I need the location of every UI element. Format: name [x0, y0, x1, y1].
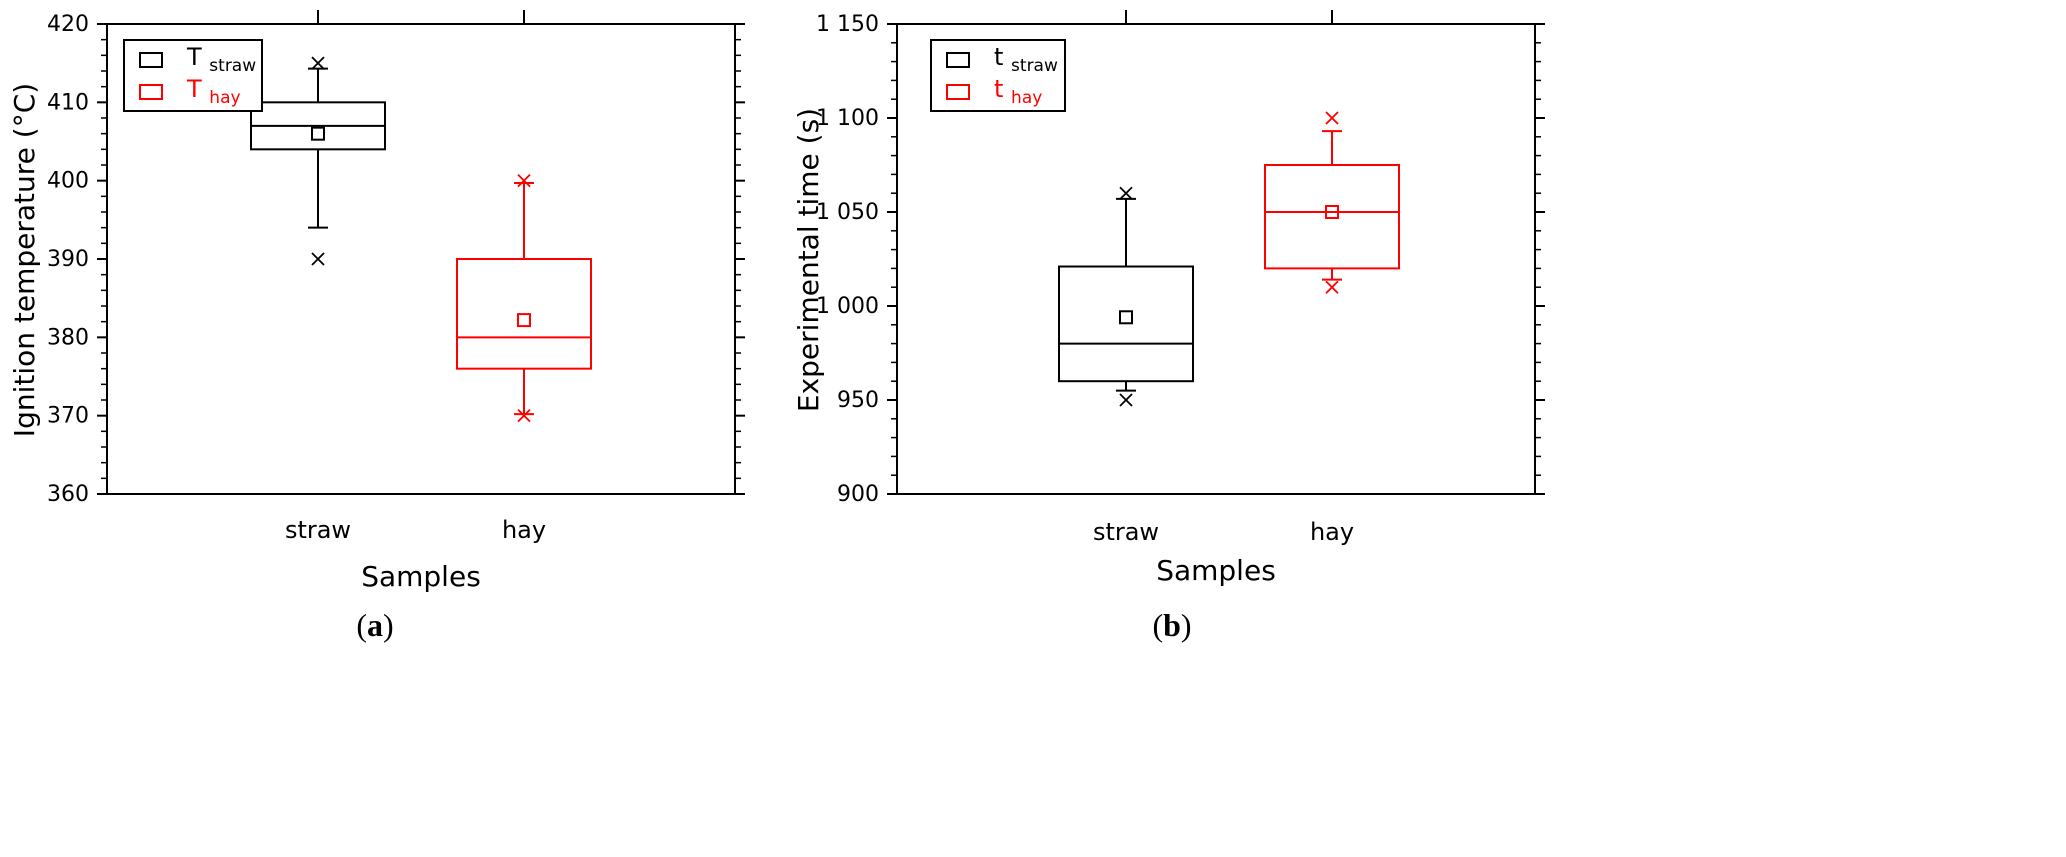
box-straw	[1058, 186, 1194, 407]
x-axis-title: Samples	[1156, 554, 1276, 587]
min-marker	[311, 252, 325, 266]
box-iqr	[1058, 265, 1194, 383]
legend-entry: T hay	[186, 75, 241, 108]
box-straw	[250, 56, 386, 266]
y-tick-label: 380	[47, 325, 89, 350]
y-tick-label: 370	[47, 404, 89, 429]
max-marker	[1325, 111, 1339, 125]
y-axis-title: Ignition temperature (°C)	[8, 83, 41, 437]
min-marker	[517, 409, 531, 423]
mean-marker	[311, 126, 325, 141]
legend-entry: T straw	[186, 43, 256, 76]
legend-entry: t straw	[994, 43, 1058, 76]
box-iqr	[1264, 164, 1400, 270]
panel-label: (a)	[356, 607, 393, 643]
legend-swatch	[139, 52, 163, 68]
box-hay	[456, 174, 592, 423]
max-marker	[517, 174, 531, 188]
x-category-label: hay	[502, 516, 546, 544]
plot-frame	[896, 23, 1536, 495]
y-tick-label: 1 000	[816, 294, 879, 319]
y-tick-label: 1 150	[816, 12, 879, 37]
min-marker	[1325, 280, 1339, 294]
y-tick-label: 1 050	[816, 200, 879, 225]
x-axis-title: Samples	[361, 560, 481, 593]
min-marker	[1119, 393, 1133, 407]
y-tick-label: 400	[47, 169, 89, 194]
chart-panel-b: 900 950 1 000 1 050 1 100 1 150 straw hay Experi…	[792, 10, 1545, 643]
x-category-label: hay	[1310, 518, 1354, 546]
y-tick-label: 900	[837, 482, 879, 507]
legend-swatch	[946, 52, 970, 68]
y-tick-label: 1 100	[816, 106, 879, 131]
mean-marker	[1119, 310, 1133, 325]
legend-swatch	[139, 84, 163, 100]
chart-panel-a: 360 370 380 390 400 410 420 straw hay Ignition te…	[8, 10, 745, 643]
x-category-label: straw	[1093, 518, 1159, 546]
mean-marker	[1325, 205, 1339, 219]
legend-entry: t hay	[994, 75, 1042, 108]
y-tick-label: 410	[47, 90, 89, 115]
y-axis-title: Experimental time (s)	[792, 108, 825, 412]
max-marker	[311, 56, 325, 70]
y-tick-label: 950	[837, 388, 879, 413]
box-hay	[1264, 111, 1400, 294]
x-category-label: straw	[285, 516, 351, 544]
y-tick-label: 390	[47, 247, 89, 272]
box-iqr	[456, 258, 592, 370]
max-marker	[1119, 186, 1133, 200]
mean-marker	[517, 313, 531, 328]
panel-label: (b)	[1152, 607, 1191, 643]
legend-swatch	[946, 84, 970, 100]
y-tick-label: 360	[47, 482, 89, 507]
y-tick-label: 420	[47, 12, 89, 37]
